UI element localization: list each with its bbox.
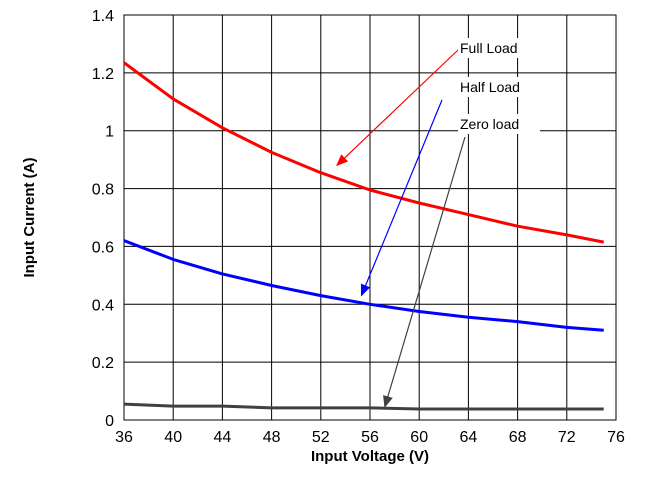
- annotation-label-bg: [458, 114, 540, 134]
- y-tick-label: 0: [105, 413, 114, 430]
- annotation-label-2: Zero load: [460, 116, 519, 132]
- y-tick-label: 1: [105, 124, 114, 141]
- x-tick-label: 76: [607, 429, 625, 446]
- series-line-0: [123, 61, 604, 244]
- grid: [123, 14, 617, 421]
- x-tick-label: 52: [312, 429, 330, 446]
- x-tick-label: 56: [361, 429, 379, 446]
- y-tick-label: 0.8: [92, 182, 114, 199]
- x-tick-label: 44: [214, 429, 232, 446]
- x-tick-label: 72: [558, 429, 576, 446]
- x-tick-label: 64: [460, 429, 478, 446]
- annotation-arrow-2: [383, 136, 466, 408]
- x-axis-label: Input Voltage (V): [311, 448, 429, 465]
- y-axis-label: Input Current (A): [21, 158, 38, 278]
- annotation-label-bg: [458, 38, 540, 58]
- x-tick-label: 68: [509, 429, 527, 446]
- x-tick-label: 40: [164, 429, 182, 446]
- annotation-label-1: Half Load: [460, 79, 520, 95]
- y-tick-label: 1.4: [92, 8, 114, 25]
- annotations: Full Load Half Load Zero load: [336, 38, 540, 408]
- y-tick-label: 0.6: [92, 239, 114, 256]
- annotation-arrow-0: [336, 49, 459, 167]
- x-tick-label: 36: [115, 429, 133, 446]
- x-tick-label: 48: [263, 429, 281, 446]
- tick-labels: 36 40 44 48 52 56 60 64 68 72 76 0 0.2 0.4 0.6 0.8 1 1.2 1…: [92, 8, 625, 446]
- plot-frame: [123, 14, 617, 421]
- series-line-1: [123, 239, 604, 332]
- annotation-label-0: Full Load: [460, 40, 518, 56]
- annotation-arrow-1: [360, 99, 443, 297]
- annotation-label-bg: [458, 77, 540, 97]
- y-tick-label: 0.2: [92, 355, 114, 372]
- x-tick-label: 60: [410, 429, 428, 446]
- series-line-2: [123, 402, 604, 411]
- y-tick-label: 0.4: [92, 297, 114, 314]
- series-lines: [123, 61, 604, 411]
- y-tick-label: 1.2: [92, 66, 114, 83]
